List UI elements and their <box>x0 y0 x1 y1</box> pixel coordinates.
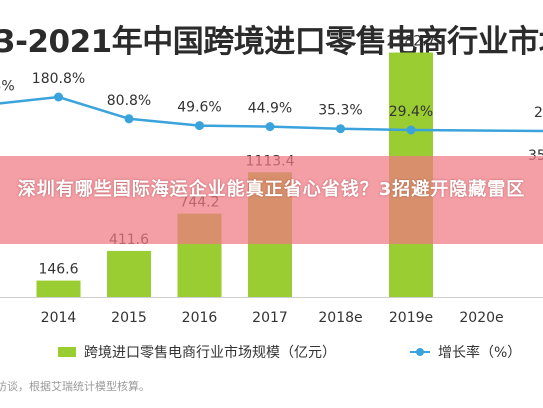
legend-bar: 跨境进口零售电商行业市场规模（亿元） <box>58 342 336 362</box>
legend-line-label: 增长率（%） <box>438 345 522 361</box>
legend-bar-swatch <box>58 347 76 357</box>
growth-point-2019e <box>406 125 416 135</box>
source-note: 访谈，根据艾瑞统计模型核算。 <box>0 380 150 393</box>
bar-label-2019e: 2182.7 <box>387 34 436 50</box>
chart-title: 3-2021年中国跨境进口零售电商行业市场 <box>0 24 543 60</box>
growth-point-2014 <box>54 92 63 102</box>
x-tick-2015: 2015 <box>111 310 147 326</box>
x-tick-2017: 2017 <box>252 310 288 326</box>
growth-line <box>0 95 543 133</box>
growth-point-2015 <box>124 114 134 124</box>
growth-point-2017 <box>265 122 275 132</box>
bar-label-2014: 146.6 <box>38 262 78 278</box>
bar-2014 <box>36 280 81 297</box>
overlay-banner <box>0 156 543 244</box>
growth-label-2020e: 2 <box>534 105 543 121</box>
growth-label-2017: 44.9% <box>248 101 292 117</box>
growth-label-2015: 80.8% <box>107 93 151 109</box>
growth-label-2019e: 29.4% <box>389 104 433 120</box>
growth-label-2014: 180.8% <box>32 71 85 87</box>
x-tick-2019e: 2019e <box>389 310 433 326</box>
growth-point-2018e <box>336 124 345 134</box>
legend-bar-label: 跨境进口零售电商行业市场规模（亿元） <box>84 345 336 361</box>
legend-line-swatch <box>410 347 430 357</box>
growth-point-2016 <box>195 121 204 131</box>
legend-line: 增长率（%） <box>410 342 521 362</box>
x-tick-2014: 2014 <box>41 310 77 326</box>
x-tick-2020e: 2020e <box>459 310 503 326</box>
banner-headline[interactable]: 深圳有哪些国际海运企业能真正省心省钱？3招避开隐藏雷区 <box>17 179 526 200</box>
x-tick-2016: 2016 <box>182 310 218 326</box>
x-tick-2018e: 2018e <box>318 310 362 326</box>
growth-label-2016: 49.6% <box>177 100 221 116</box>
growth-label-2013: 145.3% <box>0 79 15 95</box>
bar-2015 <box>107 250 151 297</box>
growth-label-2018e: 35.3% <box>318 103 362 119</box>
